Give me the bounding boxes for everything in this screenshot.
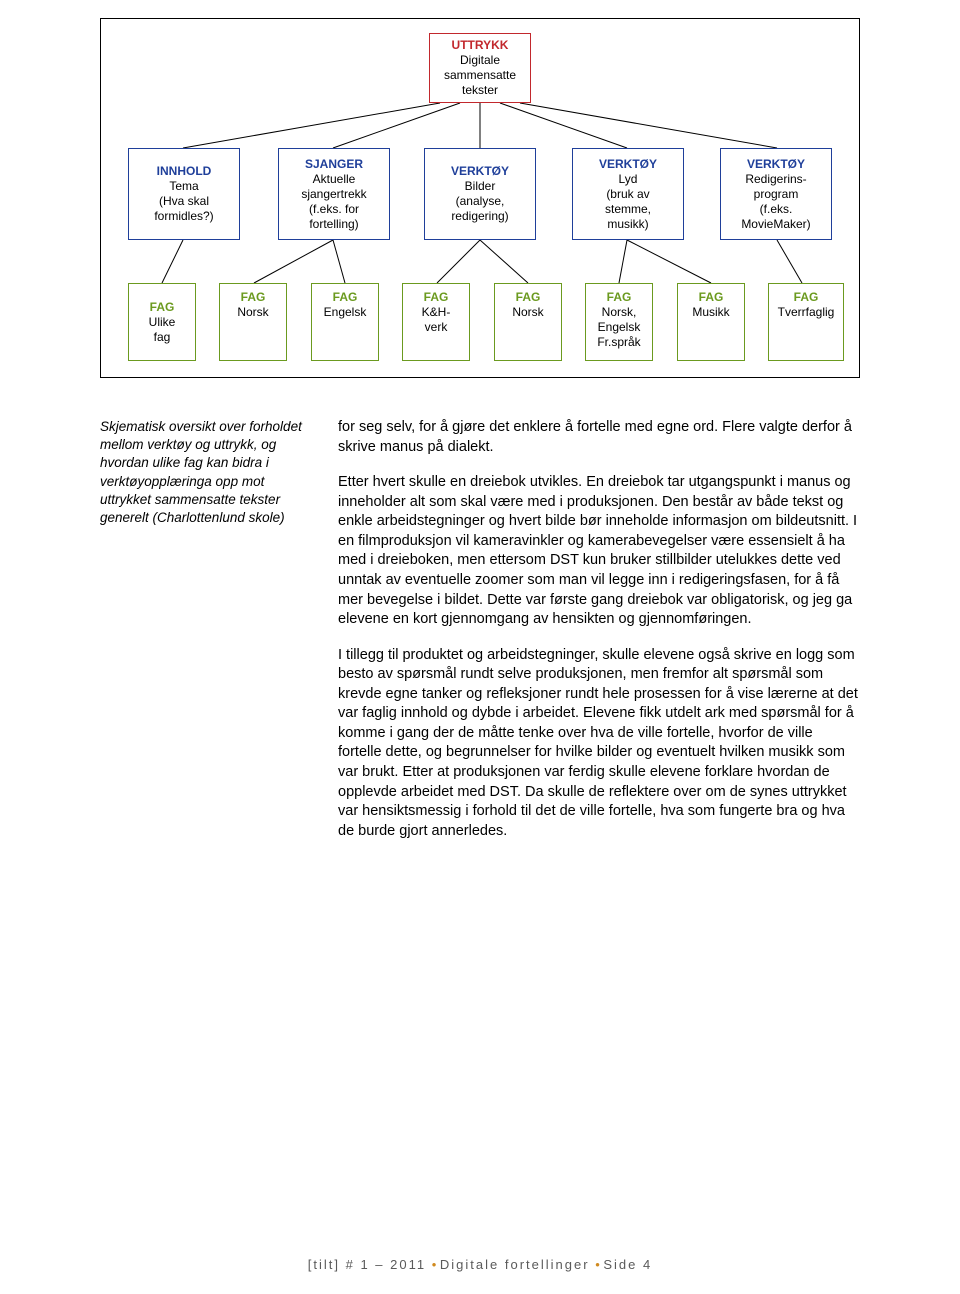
node-title: FAG (590, 290, 648, 305)
node-line: stemme, (577, 202, 679, 217)
node-verktoy-redigering: VERKTØY Redigerins- program (f.eks. Movi… (720, 148, 832, 240)
node-title: INNHOLD (133, 164, 235, 179)
body-columns: Skjematisk oversikt over forholdet mello… (100, 418, 860, 857)
paragraph: for seg selv, for å gjøre det enklere å … (338, 418, 860, 457)
node-line: Norsk, (590, 305, 648, 320)
node-verktoy-lyd: VERKTØY Lyd (bruk av stemme, musikk) (572, 148, 684, 240)
node-title: UTTRYKK (434, 38, 526, 53)
node-line: redigering) (429, 209, 531, 224)
node-fag-ulike: FAG Ulike fag (128, 283, 196, 361)
node-line: Redigerins- (725, 172, 827, 187)
node-line: Tema (133, 179, 235, 194)
separator-dot: • (432, 1257, 440, 1272)
node-title: FAG (499, 290, 557, 305)
node-line: fag (133, 330, 191, 345)
node-root: UTTRYKK Digitale sammensatte tekster (429, 33, 531, 103)
node-line: Musikk (682, 305, 740, 320)
node-line: fortelling) (283, 217, 385, 232)
node-fag-khverk: FAG K&H- verk (402, 283, 470, 361)
node-line: formidles?) (133, 209, 235, 224)
node-line: sjangertrekk (283, 187, 385, 202)
node-line: MovieMaker) (725, 217, 827, 232)
node-line: Digitale (434, 53, 526, 68)
node-line: (bruk av (577, 187, 679, 202)
node-fag-tverrfaglig: FAG Tverrfaglig (768, 283, 844, 361)
node-line: Ulike (133, 315, 191, 330)
node-sjanger: SJANGER Aktuelle sjangertrekk (f.eks. fo… (278, 148, 390, 240)
node-title: FAG (682, 290, 740, 305)
node-line: Engelsk (316, 305, 374, 320)
node-line: tekster (434, 83, 526, 98)
node-title: VERKTØY (725, 157, 827, 172)
node-fag-musikk: FAG Musikk (677, 283, 745, 361)
node-line: K&H- (407, 305, 465, 320)
node-fag-engelsk: FAG Engelsk (311, 283, 379, 361)
node-title: FAG (224, 290, 282, 305)
paragraph: I tillegg til produktet og arbeidstegnin… (338, 646, 860, 842)
node-line: Fr.språk (590, 335, 648, 350)
footer-right: Side 4 (603, 1257, 652, 1272)
node-innhold: INNHOLD Tema (Hva skal formidles?) (128, 148, 240, 240)
node-title: VERKTØY (429, 164, 531, 179)
footer-mid: Digitale fortellinger (440, 1257, 590, 1272)
node-line: Norsk (499, 305, 557, 320)
node-title: VERKTØY (577, 157, 679, 172)
node-line: verk (407, 320, 465, 335)
node-line: sammensatte (434, 68, 526, 83)
node-line: Tverrfaglig (773, 305, 839, 320)
node-fag-norsk-engelsk-fr: FAG Norsk, Engelsk Fr.språk (585, 283, 653, 361)
page-footer: [tilt] # 1 – 2011 • Digitale fortellinge… (0, 1257, 960, 1272)
node-line: (f.eks. for (283, 202, 385, 217)
node-line: Bilder (429, 179, 531, 194)
node-title: FAG (316, 290, 374, 305)
node-title: FAG (407, 290, 465, 305)
node-line: musikk) (577, 217, 679, 232)
node-line: Lyd (577, 172, 679, 187)
node-fag-norsk-2: FAG Norsk (494, 283, 562, 361)
node-verktoy-bilder: VERKTØY Bilder (analyse, redigering) (424, 148, 536, 240)
node-line: (Hva skal (133, 194, 235, 209)
node-title: FAG (133, 300, 191, 315)
node-line: Norsk (224, 305, 282, 320)
node-line: program (725, 187, 827, 202)
node-line: Engelsk (590, 320, 648, 335)
node-fag-norsk-1: FAG Norsk (219, 283, 287, 361)
node-line: Aktuelle (283, 172, 385, 187)
node-line: (f.eks. (725, 202, 827, 217)
main-text: for seg selv, for å gjøre det enklere å … (338, 418, 860, 857)
node-title: FAG (773, 290, 839, 305)
figure-caption: Skjematisk oversikt over forholdet mello… (100, 418, 310, 857)
footer-left: [tilt] # 1 – 2011 (308, 1257, 426, 1272)
node-line: (analyse, (429, 194, 531, 209)
paragraph: Etter hvert skulle en dreiebok utvikles.… (338, 473, 860, 630)
node-title: SJANGER (283, 157, 385, 172)
